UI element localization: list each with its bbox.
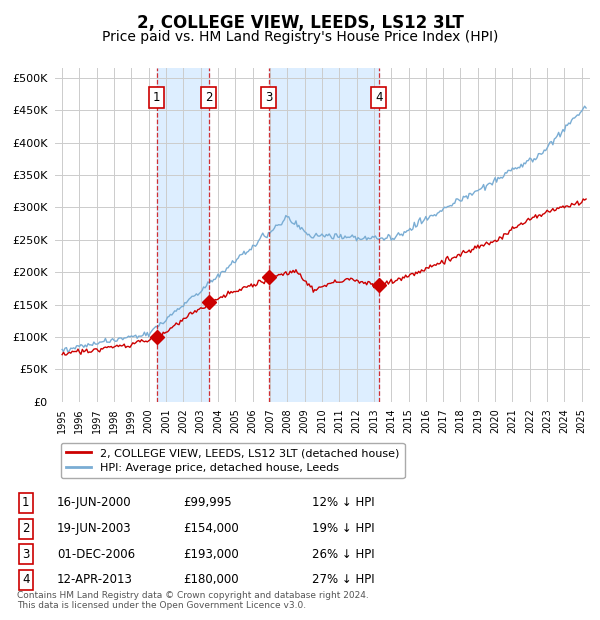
Text: Price paid vs. HM Land Registry's House Price Index (HPI): Price paid vs. HM Land Registry's House … [102, 30, 498, 44]
Text: 16-JUN-2000: 16-JUN-2000 [57, 497, 131, 509]
Text: 27% ↓ HPI: 27% ↓ HPI [312, 574, 374, 586]
Text: 01-DEC-2006: 01-DEC-2006 [57, 548, 135, 560]
Text: 19-JUN-2003: 19-JUN-2003 [57, 523, 131, 535]
Text: 2: 2 [22, 523, 29, 535]
Text: 4: 4 [22, 574, 29, 586]
Bar [269, 68, 379, 402]
Text: 3: 3 [265, 91, 272, 104]
Text: 1: 1 [22, 497, 29, 509]
Text: £193,000: £193,000 [183, 548, 239, 560]
Text: Contains HM Land Registry data © Crown copyright and database right 2024.
This d: Contains HM Land Registry data © Crown c… [17, 591, 368, 610]
Text: 1: 1 [153, 91, 160, 104]
Text: £154,000: £154,000 [183, 523, 239, 535]
Text: £99,995: £99,995 [183, 497, 232, 509]
Text: 2, COLLEGE VIEW, LEEDS, LS12 3LT: 2, COLLEGE VIEW, LEEDS, LS12 3LT [137, 14, 463, 32]
Text: 19% ↓ HPI: 19% ↓ HPI [312, 523, 374, 535]
Text: 12% ↓ HPI: 12% ↓ HPI [312, 497, 374, 509]
Text: 2: 2 [205, 91, 212, 104]
Legend: 2, COLLEGE VIEW, LEEDS, LS12 3LT (detached house), HPI: Average price, detached : 2, COLLEGE VIEW, LEEDS, LS12 3LT (detach… [61, 443, 404, 478]
Text: 4: 4 [375, 91, 382, 104]
Text: £180,000: £180,000 [183, 574, 239, 586]
Bar [157, 68, 209, 402]
Text: 3: 3 [22, 548, 29, 560]
Text: 26% ↓ HPI: 26% ↓ HPI [312, 548, 374, 560]
Text: 12-APR-2013: 12-APR-2013 [57, 574, 133, 586]
